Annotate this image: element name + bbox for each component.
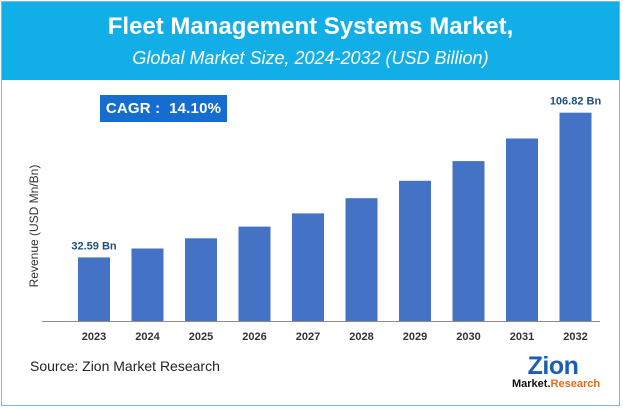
logo-sub-suffix: Research [550,378,601,390]
bar-2027 [292,213,324,321]
bar-2031 [506,138,538,321]
cagr-badge: CAGR : 14.10% [100,95,227,122]
x-tick-2032: 2032 [563,331,587,343]
bar-2025 [185,238,217,321]
cagr-value: 14.10% [169,100,222,117]
logo-brand: Zion [527,352,579,380]
x-tick-2027: 2027 [296,331,320,343]
bar-2024 [131,248,164,321]
logo-subtitle: Market.Research [512,378,600,391]
source-note: Source: Zion Market Research [30,358,220,374]
zion-logo: Zion Market.Research [512,352,600,394]
x-tick-2026: 2026 [242,331,266,343]
x-tick-2023: 2023 [82,331,106,343]
bar-2023 [78,257,110,321]
chart-subtitle: Global Market Size, 2024-2032 (USD Billi… [132,48,489,68]
cagr-label: CAGR : [105,100,161,117]
bar-2026 [238,226,271,321]
x-tick-2029: 2029 [403,331,427,343]
bar-2028 [345,198,378,321]
x-tick-2031: 2031 [510,331,534,343]
data-label-2023: 32.59 Bn [71,240,117,252]
bar-2030 [452,161,485,321]
x-tick-2024: 2024 [135,331,160,343]
bar-2032 [559,112,592,321]
data-label-2032: 106.82 Bn [550,96,602,108]
chart-title: Fleet Management Systems Market, [107,13,514,40]
x-tick-2028: 2028 [349,331,373,343]
x-tick-2025: 2025 [189,331,213,343]
chart-header: Fleet Management Systems Market, Global … [2,2,619,80]
x-tick-2030: 2030 [456,331,480,343]
logo-sub-prefix: Market. [512,378,551,390]
bar-2029 [399,180,431,321]
